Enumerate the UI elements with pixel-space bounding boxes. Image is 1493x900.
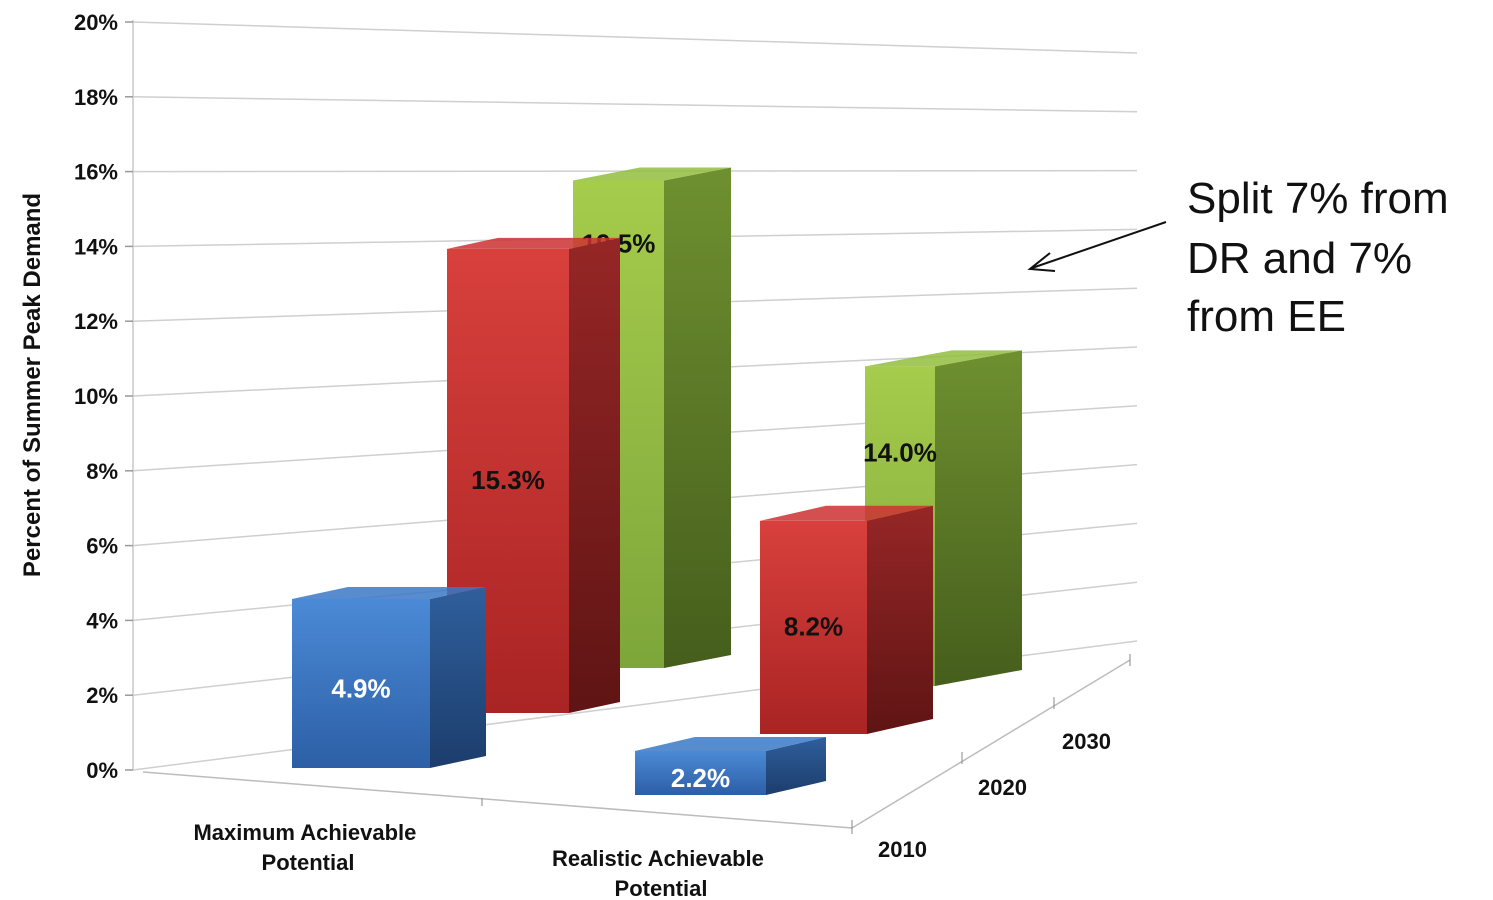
depth-label-2020: 2020 [978, 775, 1027, 800]
bar-top-face [635, 737, 826, 751]
bar-2010-maximum: 4.9% [292, 586, 486, 768]
depth-axis-labels: 2010 2020 2030 [878, 729, 1111, 862]
y-tick-label: 18% [74, 85, 118, 110]
data-label: 8.2% [784, 611, 843, 641]
bar-side-face [935, 350, 1022, 686]
bar-side-face [569, 237, 620, 713]
y-tick-label: 6% [86, 534, 118, 559]
depth-label-2010: 2010 [878, 837, 927, 862]
bar-top-face [573, 167, 731, 181]
bar-top-face [447, 237, 620, 249]
floor-side-edge [851, 659, 1131, 829]
y-tick-label: 16% [74, 160, 118, 185]
depth-label-2030: 2030 [1062, 729, 1111, 754]
bar-top-face [865, 350, 1022, 367]
y-tick-label: 12% [74, 309, 118, 334]
bar-front-face [292, 598, 430, 768]
annotation-text: Split 7% from DR and 7% from EE [1187, 174, 1461, 341]
data-label: 2.2% [671, 763, 730, 793]
category-label-realistic: Realistic Achievable Potential [552, 846, 770, 900]
y-axis-label: Percent of Summer Peak Demand [19, 193, 46, 577]
bar-side-face [766, 737, 826, 795]
floor-front-edge [142, 771, 853, 829]
bar-2020-maximum: 15.3% [447, 237, 620, 713]
bar-2020-realistic: 8.2% [760, 505, 933, 734]
bar-side-face [867, 505, 933, 734]
y-tick-label: 8% [86, 459, 118, 484]
data-label: 14.0% [863, 437, 937, 467]
gridline [132, 21, 1138, 54]
y-axis-tick-labels: 0% 2% 4% 6% 8% 10% 12% 14% 16% 18% 20% [74, 10, 133, 783]
y-tick-label: 20% [74, 10, 118, 35]
y-tick-label: 10% [74, 384, 118, 409]
x-axis-labels: Maximum Achievable Potential Realistic A… [193, 820, 770, 900]
annotation-arrow-line [1031, 221, 1167, 269]
bar-side-face [430, 586, 486, 768]
bar-side-face [664, 167, 731, 668]
bar-2010-realistic: 2.2% [635, 737, 826, 795]
data-label: 4.9% [331, 673, 390, 703]
chart-frame [132, 20, 1131, 834]
bar-front-face [635, 751, 766, 795]
y-tick-label: 4% [86, 608, 118, 633]
y-tick-label: 2% [86, 683, 118, 708]
category-label-maximum: Maximum Achievable Potential [193, 820, 422, 875]
annotation-arrow-head [1027, 252, 1056, 272]
bar-front-face [760, 520, 867, 734]
bar-top-face [292, 586, 486, 599]
annotation: Split 7% from DR and 7% from EE [1027, 174, 1461, 341]
y-tick-label: 0% [86, 758, 118, 783]
data-label: 15.3% [471, 465, 545, 495]
y-tick-label: 14% [74, 234, 118, 259]
bar-top-face [760, 505, 933, 521]
gridline [132, 96, 1138, 113]
bars: 19.5%14.0%15.3%8.2%4.9%2.2% [292, 167, 1022, 795]
